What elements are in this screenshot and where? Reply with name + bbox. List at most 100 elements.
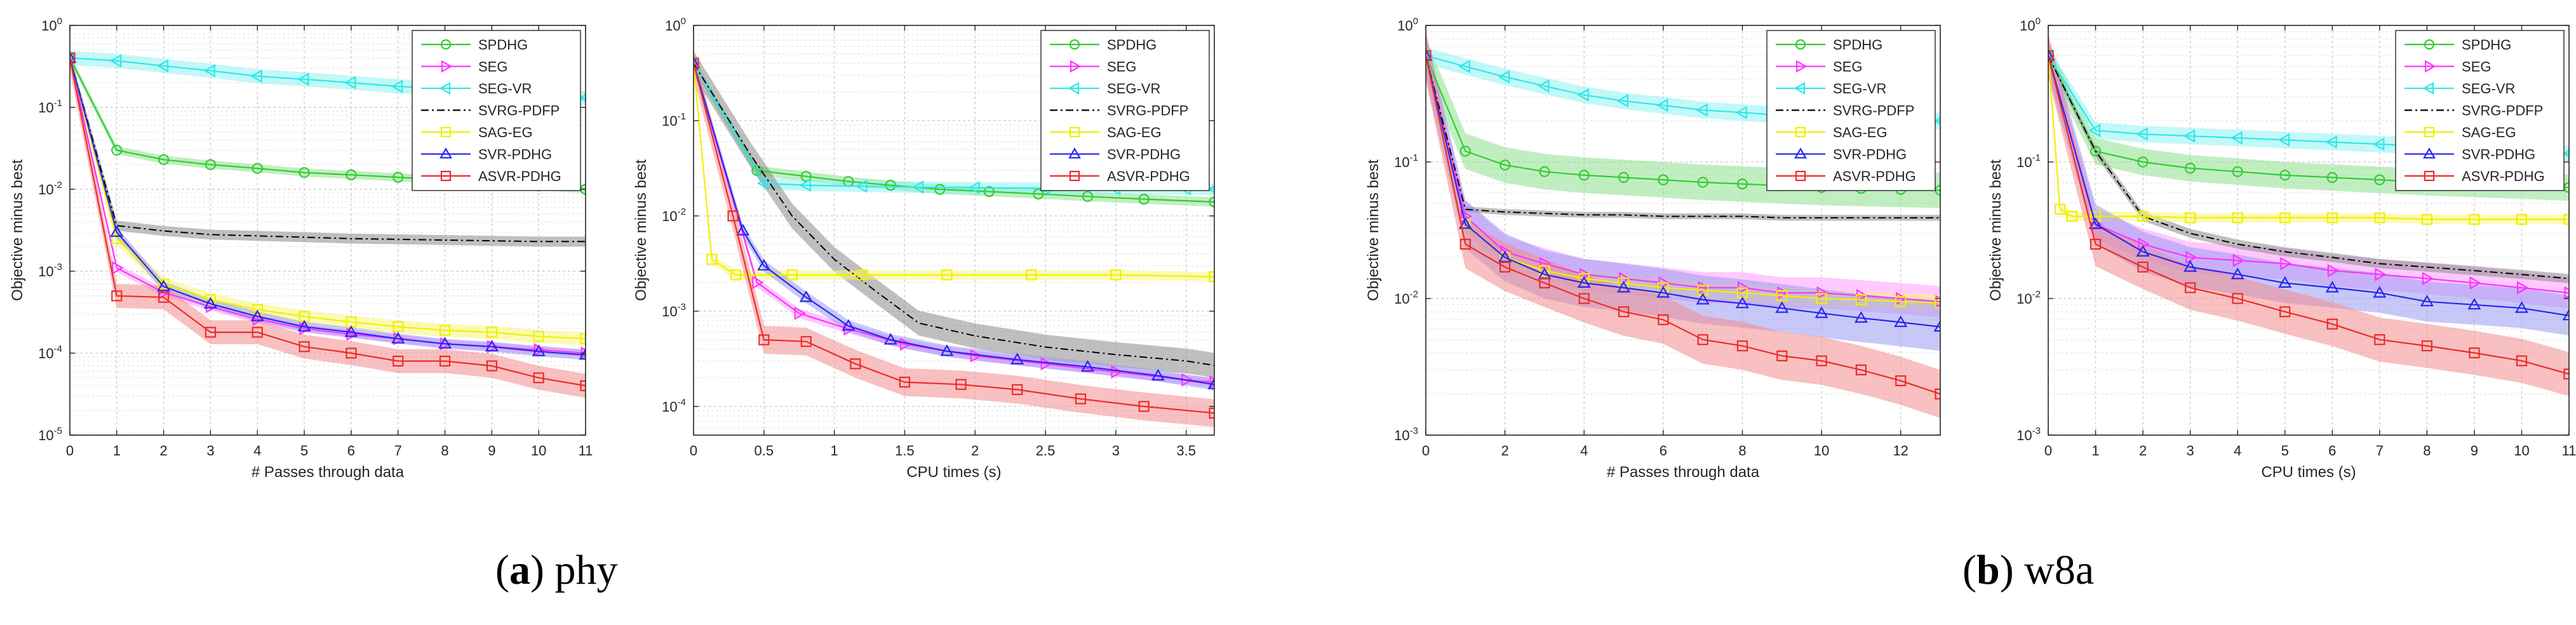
data-point-sag-eg: [1816, 293, 1827, 304]
series-line-svrg-pdfp: [1426, 55, 1940, 218]
y-tick-label: 100: [2020, 16, 2041, 34]
data-point-svr-pdhg: [1696, 293, 1710, 305]
data-point-svr-pdhg: [2136, 245, 2150, 257]
data-point-svr-pdhg: [1854, 311, 1868, 323]
data-point-seg-vr: [391, 79, 403, 93]
x-tick-label: 5: [2281, 443, 2289, 459]
data-point-svr-pdhg: [799, 290, 813, 302]
data-point-svr-pdhg: [157, 279, 171, 292]
legend-marker: [1796, 60, 1808, 73]
legend-marker: [439, 147, 452, 159]
data-point-spdhg: [158, 154, 170, 165]
x-tick-label: 0: [66, 443, 74, 459]
data-point-sag-eg: [2066, 210, 2077, 222]
data-point-spdhg: [1736, 178, 1748, 190]
series-line-seg: [1426, 55, 1940, 302]
data-point-svr-pdhg: [438, 337, 452, 349]
data-point-svr-pdhg: [2231, 267, 2244, 279]
data-point-spdhg: [2232, 166, 2243, 177]
x-tick-label: 4: [1580, 443, 1588, 459]
data-point-spdhg: [983, 186, 995, 198]
data-point-seg-vr: [2372, 137, 2385, 151]
legend-marker: [1795, 126, 1806, 138]
axes-box: [2048, 25, 2570, 436]
legend: SPDHG SEG SEG-VR SVRG-PDFP SAG-EG SVR-PDHG ASV…: [2395, 30, 2565, 191]
data-point-svr-pdhg: [1577, 276, 1591, 288]
data-point-spdhg: [345, 169, 357, 180]
y-tick-label: 10-1: [1394, 152, 1418, 170]
x-tick-label: 10: [1814, 443, 1829, 459]
series-line-asvr-pdhg: [1426, 55, 1940, 395]
y-axis-label: Objective minus best: [1987, 159, 2004, 301]
legend-marker: [440, 39, 452, 50]
data-point-svr-pdhg: [110, 225, 124, 237]
data-point-asvr-pdhg: [1075, 393, 1087, 405]
y-tick-label: 10-1: [38, 98, 62, 116]
legend-label: SVR-PDHG: [478, 147, 552, 163]
data-point-seg: [2327, 264, 2340, 278]
data-point-svr-pdhg: [2048, 48, 2055, 61]
data-point-svr-pdhg: [70, 51, 77, 63]
data-point-asvr-pdhg: [2469, 347, 2480, 359]
data-point-spdhg: [252, 163, 263, 174]
legend-label: SPDHG: [478, 37, 528, 53]
data-point-asvr-pdhg: [2326, 318, 2338, 330]
data-point-asvr-pdhg: [299, 341, 310, 353]
data-point-asvr-pdhg: [1895, 375, 1907, 387]
data-point-svr-pdhg: [1458, 217, 1472, 229]
data-point-asvr-pdhg: [1578, 293, 1590, 304]
data-point-asvr-pdhg: [2374, 334, 2385, 346]
legend: SPDHG SEG SEG-VR SVRG-PDFP SAG-EG SVR-PDHG ASV…: [1766, 30, 1936, 191]
legend: SPDHG SEG SEG-VR SVRG-PDFP SAG-EG SVR-PDHG ASV…: [412, 30, 581, 191]
legend-label: SVRG-PDFP: [2462, 103, 2543, 119]
data-point-sag-eg: [1935, 297, 1940, 309]
data-point-asvr-pdhg: [392, 355, 404, 367]
x-axis-label: # Passes through data: [252, 464, 405, 481]
data-point-seg: [2280, 257, 2292, 271]
data-point-svr-pdhg: [391, 332, 405, 344]
data-point-asvr-pdhg: [1658, 314, 1669, 325]
x-tick-label: 6: [2328, 443, 2336, 459]
x-tick-label: 8: [1738, 443, 1746, 459]
data-point-seg: [1111, 365, 1123, 379]
data-point-asvr-pdhg: [1816, 355, 1827, 366]
data-point-sag-eg: [2232, 212, 2243, 224]
data-point-seg-vr: [2048, 49, 2053, 63]
x-tick-label: 2: [1501, 443, 1508, 459]
x-tick-label: 0: [1422, 443, 1430, 459]
data-point-sag-eg: [2055, 203, 2066, 215]
y-axis-label: Objective minus best: [633, 159, 650, 301]
x-tick-label: 2.5: [1036, 443, 1056, 459]
caption-a: (a) phy: [495, 547, 618, 593]
data-point-spdhg: [885, 180, 896, 191]
data-point-svr-pdhg: [1735, 296, 1749, 309]
data-point-seg: [2564, 286, 2569, 300]
y-tick-label: 10-5: [38, 426, 62, 443]
data-point-sag-eg: [2563, 213, 2569, 225]
data-point-spdhg: [751, 165, 763, 176]
x-tick-label: 10: [2514, 443, 2529, 459]
data-point-spdhg: [2326, 171, 2338, 184]
x-tick-label: 3: [1112, 443, 1120, 459]
data-point-sag-eg: [2185, 212, 2196, 224]
data-point-sag-eg: [1776, 290, 1788, 302]
data-point-sag-eg: [730, 269, 742, 281]
x-tick-label: 6: [347, 443, 355, 459]
data-point-seg-vr: [2183, 129, 2196, 143]
x-tick-label: 4: [2234, 443, 2241, 459]
legend-label: ASVR-PDHG: [2462, 168, 2545, 184]
data-point-seg-vr: [799, 178, 811, 192]
legend-marker: [440, 126, 452, 138]
data-point-asvr-pdhg: [850, 358, 861, 370]
data-point-sag-eg: [252, 304, 263, 316]
data-point-seg: [2517, 281, 2529, 295]
data-point-seg: [794, 306, 807, 320]
caption-b: (b) w8a: [1962, 547, 2095, 593]
data-point-asvr-pdhg: [800, 336, 812, 347]
data-point-sag-eg: [2516, 213, 2528, 225]
data-point-svr-pdhg: [297, 319, 311, 332]
data-point-spdhg: [2185, 163, 2196, 174]
data-point-seg-vr: [968, 181, 980, 195]
y-axis-label: Objective minus best: [9, 159, 26, 301]
data-point-svr-pdhg: [694, 56, 701, 69]
